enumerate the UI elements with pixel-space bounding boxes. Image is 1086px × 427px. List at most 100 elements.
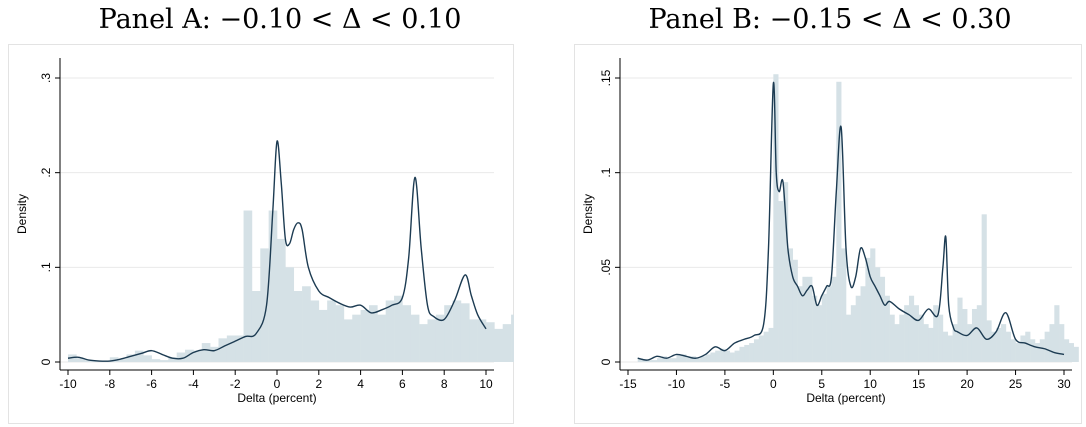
- histogram-bar: [792, 259, 798, 362]
- histogram-bar: [797, 286, 803, 362]
- histogram-bar: [76, 358, 86, 362]
- histogram-bar: [724, 350, 731, 362]
- histogram-bar: [744, 344, 750, 362]
- histogram-bar: [477, 319, 487, 362]
- histogram-bar: [193, 350, 203, 362]
- histogram-bar: [118, 359, 127, 362]
- histogram-bar: [1025, 331, 1031, 362]
- x-tick-label: 10: [479, 377, 493, 391]
- histogram-bar: [676, 354, 682, 362]
- histogram-bar: [1039, 339, 1045, 362]
- x-tick-label: 25: [1009, 377, 1023, 391]
- histogram-bar: [908, 295, 915, 362]
- panel-b-title: Panel B: −0.15 < Δ < 0.30: [648, 4, 1012, 35]
- panel-b-chart: 0 .05 .1 .15 -15 -10 -5 0 5 10 15 20 25 30 Delta (perc…: [574, 44, 1082, 424]
- histogram-bar: [1054, 305, 1060, 362]
- histogram-bar: [310, 300, 320, 362]
- histogram-bar: [1030, 339, 1036, 362]
- histogram-bar: [739, 346, 745, 362]
- x-tick-label: 20: [960, 377, 974, 391]
- histogram-bar: [996, 327, 1002, 362]
- x-tick-label: 2: [315, 377, 322, 391]
- histogram-bar: [695, 358, 701, 362]
- histogram-bar: [143, 355, 152, 362]
- histogram-bar: [928, 327, 934, 362]
- x-tick-label: -15: [619, 377, 637, 391]
- histogram-bar: [251, 291, 261, 362]
- histogram-bar: [981, 214, 987, 362]
- histogram-bar: [277, 238, 286, 362]
- histogram-bar: [126, 354, 136, 362]
- histogram-bar: [875, 267, 881, 362]
- histogram-bar: [913, 305, 919, 362]
- histogram-bar: [957, 297, 963, 362]
- histogram-bar: [899, 314, 905, 362]
- histogram-bar: [469, 319, 478, 362]
- histogram-bar: [243, 210, 253, 362]
- histogram-bar: [285, 267, 295, 362]
- y-tick-label: .05: [599, 259, 613, 276]
- histogram-bar: [904, 305, 910, 362]
- histogram-bar: [879, 276, 886, 362]
- histogram-bar: [1001, 324, 1007, 362]
- x-tick-label: 15: [912, 377, 926, 391]
- histogram-bar: [661, 356, 668, 362]
- histogram-bar: [302, 286, 311, 362]
- histogram-bar: [360, 309, 370, 362]
- histogram-bar: [1049, 324, 1055, 362]
- histogram-bar: [1044, 331, 1050, 362]
- histogram-bar: [1015, 343, 1021, 362]
- histogram-bar: [452, 300, 462, 362]
- x-tick-label: 8: [441, 377, 448, 391]
- histogram-bar: [710, 352, 716, 362]
- histogram-bar: [986, 320, 992, 362]
- histogram-bar: [991, 331, 997, 362]
- histogram-bar: [942, 331, 949, 362]
- histogram-bar: [642, 360, 648, 362]
- histogram-bar: [894, 324, 900, 362]
- histogram-bar: [1073, 346, 1079, 362]
- histogram-bar: [947, 335, 953, 362]
- histogram-bar: [652, 360, 658, 362]
- histogram-bar: [971, 308, 978, 362]
- y-axis-title: Density: [581, 194, 595, 234]
- histogram-bar: [938, 314, 944, 362]
- histogram-bar: [802, 276, 808, 362]
- histogram-bar: [749, 343, 755, 362]
- x-tick-label: -4: [188, 377, 199, 391]
- x-tick-label: 30: [1057, 377, 1071, 391]
- histogram-bar: [134, 350, 144, 362]
- histogram-bar: [352, 314, 361, 362]
- histogram-bar: [753, 339, 760, 362]
- histogram-bar: [850, 305, 856, 362]
- histogram-bar: [768, 327, 774, 362]
- histogram-bar: [109, 357, 119, 362]
- histogram-bar: [159, 360, 169, 362]
- graph-frame: [8, 44, 514, 424]
- histogram-bar: [368, 305, 378, 362]
- x-tick-label: -10: [668, 377, 686, 391]
- x-axis-title: Delta (percent): [237, 391, 316, 405]
- histogram-bar: [705, 354, 711, 362]
- histogram-bar: [923, 324, 929, 362]
- histogram-bar: [435, 314, 445, 362]
- histogram-bar: [783, 182, 789, 362]
- histogram-bar: [821, 293, 827, 362]
- histogram-bar: [176, 352, 186, 362]
- histogram-bar: [763, 331, 769, 362]
- histogram-bar: [831, 276, 837, 362]
- histogram-bar: [690, 356, 697, 362]
- y-tick-label: .3: [39, 73, 53, 83]
- histogram-bar: [865, 257, 871, 362]
- y-tick-label: .15: [599, 69, 613, 86]
- histogram-bar: [807, 276, 813, 362]
- histogram-bar: [787, 248, 794, 362]
- histogram-bar: [976, 305, 982, 362]
- y-tick-label: .1: [39, 262, 53, 272]
- histogram-bar: [846, 314, 852, 362]
- histogram-bar: [681, 354, 687, 362]
- density-curve: [637, 81, 1065, 361]
- histogram-bar: [335, 305, 345, 362]
- histogram-bar: [841, 248, 847, 362]
- histogram-bar: [511, 314, 514, 362]
